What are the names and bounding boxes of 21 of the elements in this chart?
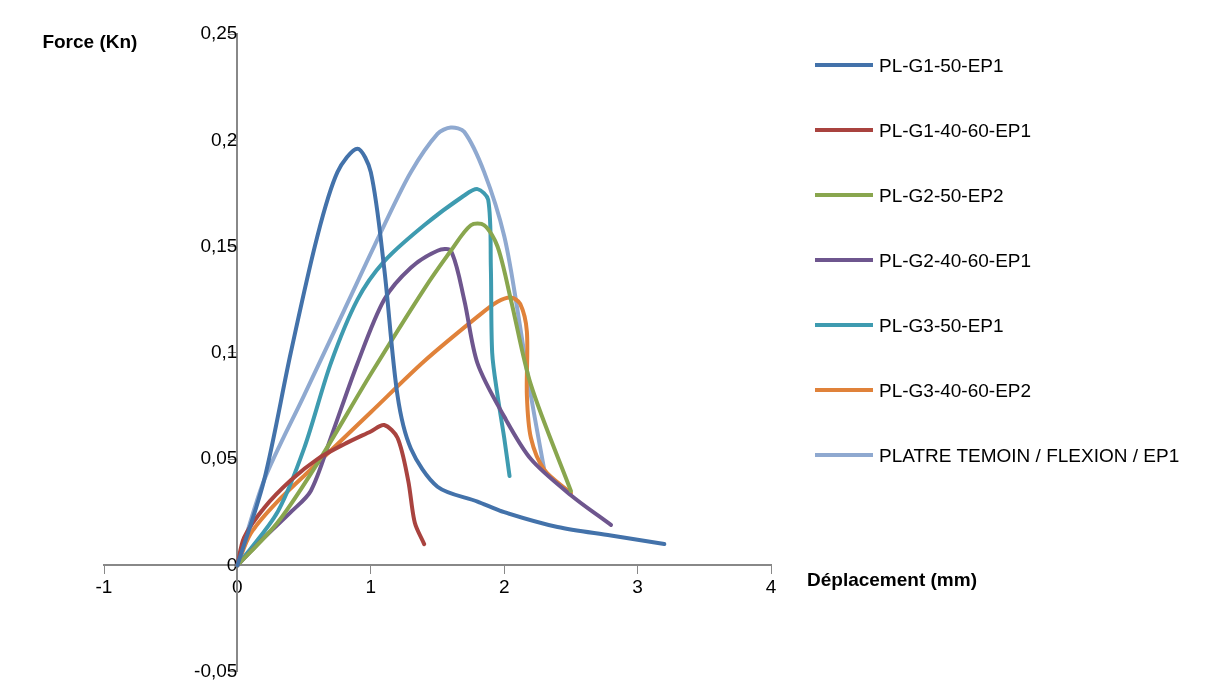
line-series bbox=[235, 146, 667, 568]
y-tick-label: 0,1 bbox=[210, 341, 238, 363]
y-tick-label: 0,05 bbox=[200, 447, 238, 469]
x-tick-label: 4 bbox=[765, 575, 777, 597]
legend-label: PL-G2-50-EP2 bbox=[879, 184, 1005, 208]
x-axis-title: Déplacement (mm) bbox=[807, 568, 977, 590]
x-tick-label: 1 bbox=[365, 575, 377, 597]
legend-label: PL-G2-40-60-EP1 bbox=[879, 249, 1033, 273]
legend-label: PL-G1-40-60-EP1 bbox=[879, 119, 1033, 143]
legend-label: PLATRE TEMOIN / FLEXION / EP1 bbox=[879, 444, 1181, 468]
x-tick-label: 3 bbox=[632, 575, 643, 597]
legend-label: PL-G3-50-EP1 bbox=[879, 314, 1005, 338]
y-axis-title: Force (Kn) bbox=[42, 31, 138, 53]
legend-label: PL-G1-50-EP1 bbox=[879, 54, 1005, 78]
y-tick-label: -0,05 bbox=[194, 659, 238, 681]
y-tick-label: 0,25 bbox=[200, 22, 238, 44]
y-tick-label: 0,15 bbox=[200, 234, 238, 256]
y-tick-label: 0,2 bbox=[210, 128, 238, 150]
x-tick-label: 2 bbox=[498, 575, 510, 597]
legend-label: PL-G3-40-60-EP2 bbox=[879, 379, 1033, 403]
x-tick-label: -1 bbox=[95, 575, 113, 597]
